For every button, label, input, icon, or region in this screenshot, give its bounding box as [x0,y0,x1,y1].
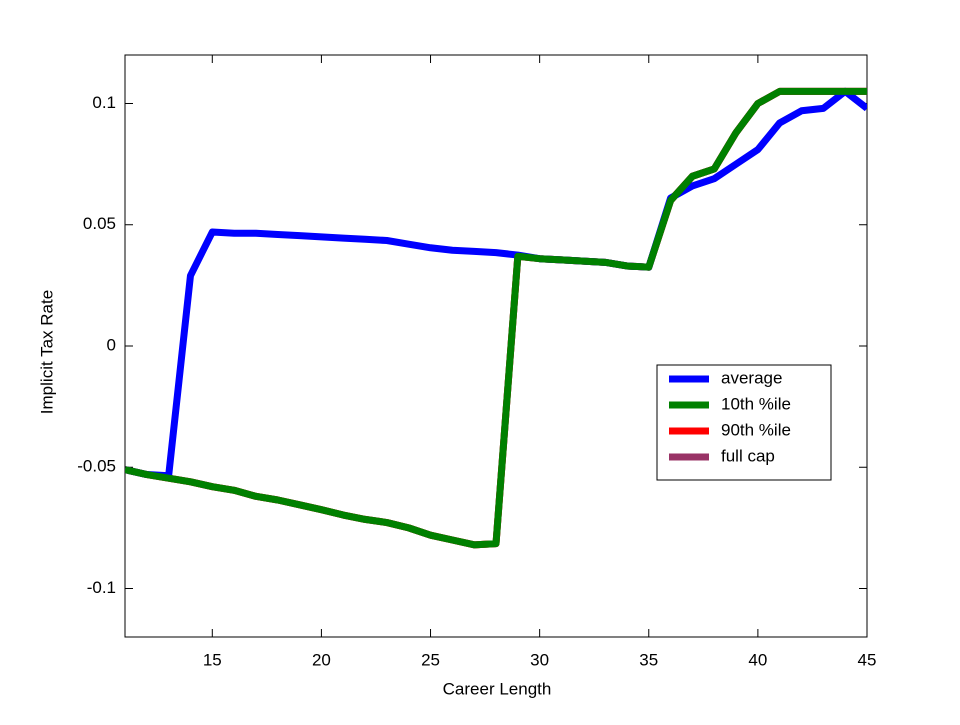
x-tick-label: 35 [639,650,658,669]
y-tick-label: 0 [107,335,116,354]
legend-label: full cap [721,446,775,465]
data-line [125,87,867,549]
plot-area [124,54,868,638]
legend-label: average [721,368,782,387]
x-tick-label: 40 [748,650,767,669]
y-axis-label: Implicit Tax Rate [37,290,56,414]
x-tick-label: 20 [312,650,331,669]
legend-label: 10th %ile [721,394,791,413]
x-tick-label: 45 [858,650,877,669]
x-tick-label: 30 [530,650,549,669]
legend-label: 90th %ile [721,420,791,439]
data-line [125,87,867,480]
y-tick-label: 0.1 [92,93,116,112]
y-tick-label: 0.05 [83,214,116,233]
x-tick-label: 15 [203,650,222,669]
y-tick-label: -0.1 [87,578,116,597]
legend-box [656,364,832,481]
x-tick-label: 25 [421,650,440,669]
y-tick-label: -0.05 [77,457,116,476]
x-axis-label: Career Length [443,679,552,698]
